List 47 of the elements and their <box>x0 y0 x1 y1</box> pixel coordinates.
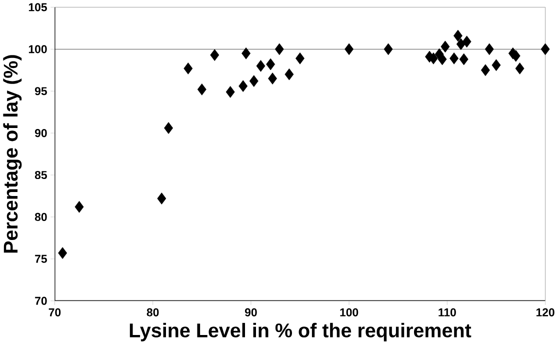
point <box>438 54 447 66</box>
x-tick-label: 110 <box>438 308 456 317</box>
x-axis-title: Lysine Level in % of the requirement <box>130 323 472 342</box>
point <box>456 38 466 50</box>
x-tick-label: 100 <box>340 308 358 317</box>
y-tick-label: 100 <box>28 45 47 54</box>
y-tick-label: 75 <box>35 255 47 264</box>
point <box>480 64 490 76</box>
point <box>184 62 193 75</box>
point <box>284 68 294 80</box>
point <box>242 48 251 60</box>
point <box>256 60 266 72</box>
y-tick-label: 70 <box>35 297 47 306</box>
point <box>197 84 206 96</box>
point <box>210 49 220 62</box>
point <box>344 44 354 56</box>
point <box>249 75 258 88</box>
y-tick-label: 105 <box>28 3 47 12</box>
point <box>459 54 468 66</box>
x-tick-label: 80 <box>146 308 159 317</box>
point <box>450 52 459 65</box>
point <box>515 62 524 75</box>
y-tick-label: 85 <box>34 171 47 180</box>
point <box>58 247 68 260</box>
point <box>226 86 235 98</box>
x-tick-label: 90 <box>244 308 257 317</box>
x-tick-label: 120 <box>536 308 554 317</box>
point <box>462 36 472 48</box>
point <box>384 44 393 56</box>
point <box>540 44 550 56</box>
point <box>484 44 494 56</box>
y-tick-label: 95 <box>34 87 47 96</box>
point <box>157 192 166 205</box>
point <box>274 44 284 56</box>
point <box>453 30 462 42</box>
y-tick-label: 80 <box>34 213 47 222</box>
y-axis-title: Percentage of lay (%) <box>3 55 22 253</box>
point <box>492 59 501 72</box>
point <box>266 58 276 70</box>
point <box>74 201 84 214</box>
point <box>164 122 174 134</box>
point <box>238 80 248 92</box>
point <box>268 72 278 85</box>
point <box>440 40 450 53</box>
y-tick-label: 90 <box>34 129 47 138</box>
x-tick-label: 70 <box>48 308 61 317</box>
point <box>296 52 304 65</box>
